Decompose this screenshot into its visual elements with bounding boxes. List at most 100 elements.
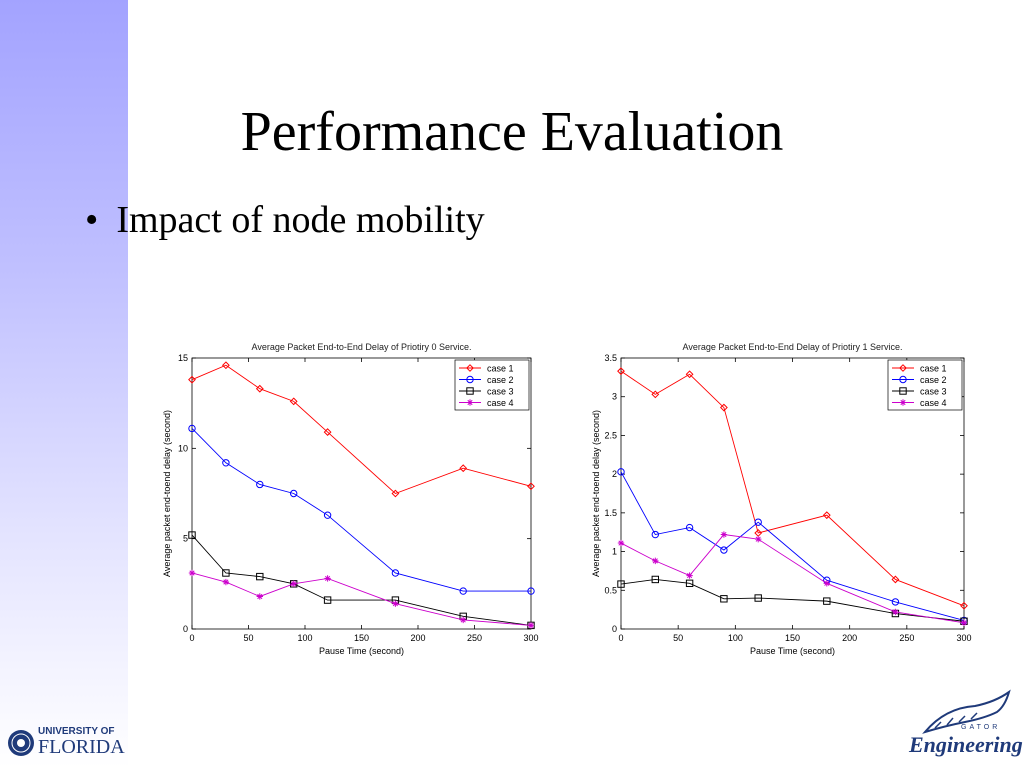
legend-marker — [466, 364, 474, 372]
series-case-2 — [188, 424, 535, 595]
data-point — [222, 569, 230, 577]
data-point — [391, 569, 400, 577]
legend-entry: case 3 — [487, 387, 514, 397]
series-line — [620, 370, 965, 607]
data-point — [617, 539, 625, 547]
series-line — [191, 428, 531, 592]
chart-priority-0: Average Packet End-to-End Delay of Priot… — [162, 342, 539, 656]
data-point — [460, 616, 467, 624]
series-case-1 — [617, 367, 968, 610]
uf-seal-icon — [8, 730, 34, 756]
series-line — [620, 578, 965, 622]
data-point — [290, 580, 297, 588]
data-point — [221, 361, 230, 370]
data-point — [255, 384, 264, 393]
y-axis-label: Average packet end-toend delay (second) — [591, 410, 601, 577]
gator-icon — [922, 689, 1011, 734]
data-point — [685, 370, 694, 379]
data-point — [289, 397, 298, 406]
legend-entry: case 3 — [920, 387, 947, 397]
legend-entry: case 1 — [487, 364, 514, 374]
data-point — [188, 424, 196, 433]
data-point — [754, 594, 762, 602]
x-tick-label: 0 — [189, 633, 194, 643]
x-axis-label: Pause Time (second) — [319, 646, 404, 656]
legend-marker — [466, 387, 474, 395]
data-point — [256, 480, 264, 489]
legend-entry: case 2 — [920, 375, 947, 385]
data-point — [323, 596, 332, 604]
data-point — [222, 578, 230, 586]
legend-marker — [466, 375, 474, 384]
data-point — [823, 597, 831, 605]
series-line — [620, 471, 965, 621]
data-point — [719, 403, 728, 412]
y-tick-label: 5 — [183, 534, 188, 544]
data-point — [720, 595, 728, 603]
series-line — [191, 364, 532, 495]
bullet-dot: • — [85, 199, 99, 241]
data-point — [755, 535, 762, 543]
data-point — [188, 375, 196, 384]
y-tick-label: 0 — [183, 624, 188, 634]
x-axis-label: Pause Time (second) — [750, 646, 835, 656]
y-tick-label: 2 — [612, 469, 617, 479]
data-point — [222, 459, 230, 467]
data-point — [256, 572, 264, 581]
legend-entry: case 4 — [920, 398, 947, 408]
x-tick-label: 250 — [467, 633, 482, 643]
data-point — [459, 464, 468, 473]
legend-marker — [899, 364, 907, 372]
data-point — [323, 428, 332, 436]
data-point — [960, 601, 968, 610]
data-point — [685, 579, 694, 588]
data-point — [290, 489, 298, 498]
slide-title: Performance Evaluation — [240, 101, 784, 163]
x-tick-label: 300 — [956, 633, 971, 643]
series-line — [620, 534, 965, 624]
chart-priority-1: Average Packet End-to-End Delay of Priot… — [591, 342, 972, 656]
legend-marker — [899, 387, 907, 395]
data-point — [256, 593, 263, 600]
legend-marker — [899, 375, 907, 384]
x-tick-label: 100 — [297, 633, 312, 643]
bullet-text: Impact of node mobility — [116, 199, 485, 241]
series-case-1 — [188, 361, 535, 498]
chart-title: Average Packet End-to-End Delay of Priot… — [683, 342, 903, 352]
slide-sidebar-gradient — [0, 0, 128, 768]
data-point — [527, 482, 535, 491]
x-tick-label: 50 — [243, 633, 253, 643]
x-tick-label: 150 — [785, 633, 800, 643]
data-point — [823, 580, 830, 587]
data-point — [527, 622, 535, 629]
x-tick-label: 300 — [523, 633, 538, 643]
data-point — [391, 489, 400, 498]
data-point — [685, 523, 694, 532]
y-tick-label: 3.5 — [604, 353, 617, 363]
legend-entry: case 2 — [487, 375, 514, 385]
legend-marker — [466, 399, 474, 406]
y-tick-label: 1 — [612, 547, 617, 557]
data-point — [892, 608, 899, 616]
legend-marker — [899, 399, 907, 406]
legend-entry: case 1 — [920, 364, 947, 374]
data-point — [960, 619, 968, 627]
data-point — [188, 569, 196, 577]
x-tick-label: 250 — [899, 633, 914, 643]
data-point — [392, 600, 399, 607]
y-tick-label: 10 — [178, 443, 188, 453]
data-point — [617, 367, 625, 376]
uf-logo-line2: FLORIDA — [38, 736, 125, 758]
y-tick-label: 3 — [612, 392, 617, 402]
university-of-florida-logo: UNIVERSITY OF FLORIDA — [6, 726, 126, 762]
series-line — [191, 572, 532, 626]
data-point — [459, 587, 467, 595]
series-line — [191, 534, 532, 626]
engineering-label: Engineering — [909, 732, 1023, 757]
y-tick-label: 0 — [612, 624, 617, 634]
gator-engineering-logo: GATOR Engineering — [905, 688, 1023, 764]
y-tick-label: 15 — [178, 353, 188, 363]
data-point — [720, 546, 728, 554]
bullet-item: • Impact of node mobility — [85, 198, 485, 242]
legend-entry: case 4 — [487, 398, 514, 408]
